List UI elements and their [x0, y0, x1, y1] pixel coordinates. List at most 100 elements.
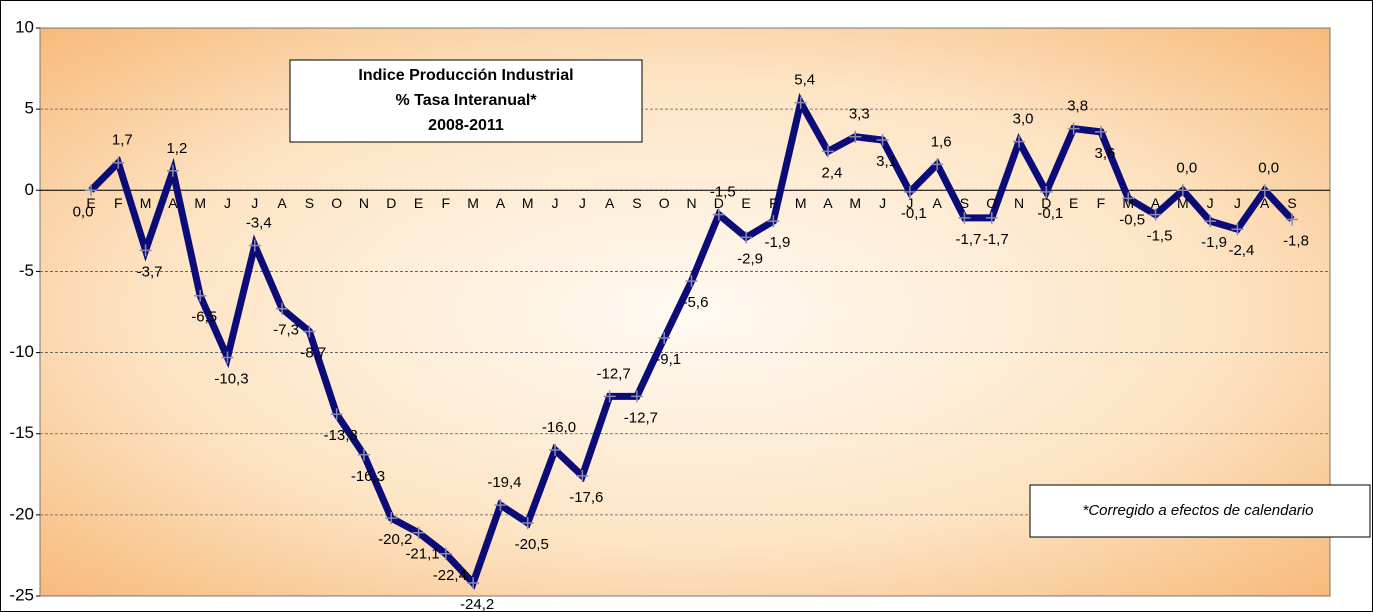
- marker: [357, 448, 370, 461]
- marker: [439, 547, 452, 560]
- data-label: -21,1: [405, 546, 439, 563]
- x-tick-label: E: [86, 195, 95, 211]
- x-tick-label: A: [168, 195, 178, 211]
- x-tick-label: O: [331, 195, 342, 211]
- x-tick-label: N: [1014, 195, 1024, 211]
- marker: [1176, 184, 1189, 197]
- data-label: -20,5: [515, 536, 549, 553]
- marker: [603, 390, 616, 403]
- x-tick-label: O: [659, 195, 670, 211]
- marker: [330, 408, 343, 421]
- data-label: -1,7: [983, 231, 1009, 248]
- y-tick-label: -25: [9, 585, 34, 604]
- x-tick-label: D: [386, 195, 396, 211]
- note: *Corregido a efectos de calendario: [1083, 502, 1314, 519]
- data-label: 3,8: [1067, 98, 1088, 115]
- x-tick-label: D: [714, 195, 724, 211]
- marker: [112, 156, 125, 169]
- marker: [876, 133, 889, 146]
- marker: [1149, 208, 1162, 221]
- x-tick-label: J: [1207, 195, 1214, 211]
- x-tick-label: A: [1260, 195, 1270, 211]
- x-tick-label: A: [496, 195, 506, 211]
- y-tick-label: 10: [15, 17, 34, 36]
- data-label: -9,1: [655, 351, 681, 368]
- x-tick-label: N: [686, 195, 696, 211]
- marker: [821, 145, 834, 158]
- marker: [931, 158, 944, 171]
- x-tick-label: N: [359, 195, 369, 211]
- marker: [1094, 125, 1107, 138]
- x-tick-label: E: [741, 195, 750, 211]
- x-tick-label: J: [251, 195, 258, 211]
- data-label: -3,4: [246, 214, 272, 231]
- data-label: -7,3: [273, 322, 299, 339]
- x-tick-label: J: [579, 195, 586, 211]
- data-label: -6,5: [191, 309, 217, 326]
- marker: [958, 211, 971, 224]
- x-tick-label: J: [906, 195, 913, 211]
- marker: [794, 96, 807, 109]
- x-tick-label: A: [823, 195, 833, 211]
- x-tick-label: M: [1177, 195, 1189, 211]
- x-tick-label: J: [1234, 195, 1241, 211]
- note-box: [1029, 484, 1371, 538]
- data-label: 0,0: [1176, 159, 1197, 176]
- x-tick-label: D: [1041, 195, 1051, 211]
- data-label: -1,9: [1201, 234, 1227, 251]
- x-tick-label: F: [769, 195, 778, 211]
- marker: [576, 469, 589, 482]
- chart-title: % Tasa Interanual*: [395, 92, 537, 109]
- marker: [194, 289, 207, 302]
- marker: [412, 526, 425, 539]
- data-label: 1,7: [112, 132, 133, 149]
- x-tick-label: M: [194, 195, 206, 211]
- data-label: -22,4: [433, 567, 467, 584]
- marker: [467, 577, 480, 590]
- data-label: -16,0: [542, 419, 576, 436]
- marker: [1067, 122, 1080, 135]
- y-tick-label: -20: [9, 504, 34, 523]
- data-label: 3,3: [849, 106, 870, 123]
- marker: [903, 185, 916, 198]
- marker: [385, 512, 398, 525]
- data-label: -2,9: [737, 250, 763, 267]
- data-label: -5,6: [683, 294, 709, 311]
- data-label: 1,2: [166, 140, 187, 157]
- x-tick-label: M: [849, 195, 861, 211]
- y-tick-label: 0: [25, 180, 34, 199]
- data-label: 1,6: [931, 133, 952, 150]
- x-tick-label: E: [414, 195, 423, 211]
- data-label: -16,3: [351, 468, 385, 485]
- marker: [166, 164, 179, 177]
- x-tick-label: J: [552, 195, 559, 211]
- x-tick-label: A: [932, 195, 942, 211]
- x-tick-label: J: [879, 195, 886, 211]
- data-label: 3,6: [1095, 145, 1116, 162]
- chart-title: Indice Producción Industrial: [358, 67, 573, 84]
- y-tick-label: 5: [25, 99, 34, 118]
- x-tick-label: O: [986, 195, 997, 211]
- data-label: -8,7: [300, 344, 326, 361]
- marker: [1040, 185, 1053, 198]
- data-label: -1,7: [956, 231, 982, 248]
- data-label: -10,3: [214, 370, 248, 387]
- data-label: -13,8: [324, 427, 358, 444]
- marker: [1204, 215, 1217, 228]
- marker: [1258, 184, 1271, 197]
- data-label: -20,2: [378, 531, 412, 548]
- marker: [303, 325, 316, 338]
- data-label: -1,9: [764, 234, 790, 251]
- data-label: -24,2: [460, 596, 494, 612]
- marker: [221, 351, 234, 364]
- x-tick-label: A: [277, 195, 287, 211]
- marker: [740, 231, 753, 244]
- x-tick-label: F: [1097, 195, 1106, 211]
- marker: [630, 390, 643, 403]
- x-tick-label: S: [305, 195, 314, 211]
- y-tick-label: -15: [9, 423, 34, 442]
- x-tick-label: E: [1069, 195, 1078, 211]
- marker: [658, 331, 671, 344]
- marker: [248, 239, 261, 252]
- marker: [521, 516, 534, 529]
